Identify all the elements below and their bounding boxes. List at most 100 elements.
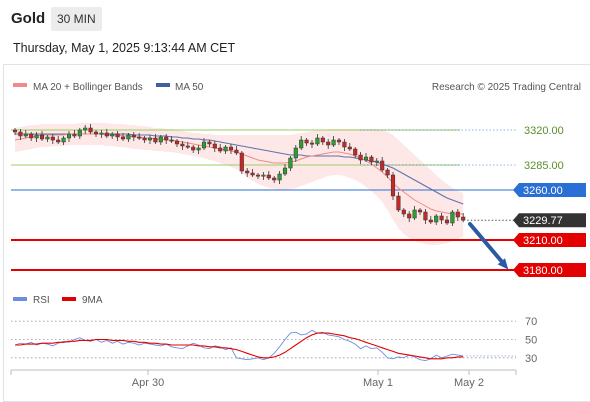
candles-layer <box>12 124 466 226</box>
candle <box>142 136 147 143</box>
top-bar: Gold 30 MIN <box>0 0 590 38</box>
rsi-panel: 70 50 30 <box>11 316 537 365</box>
candle <box>315 134 320 146</box>
candle <box>320 136 325 145</box>
candle <box>147 135 153 144</box>
candle <box>196 145 201 154</box>
attribution: Research © 2025 Trading Central <box>432 82 581 93</box>
level-labels-layer[interactable]: 3320.00 3285.00 3260.00 3229.77 3210.00 3180.… <box>513 125 586 277</box>
candle <box>299 136 304 150</box>
rsi-legend: RSI 9MA <box>13 295 103 306</box>
candle <box>390 172 396 200</box>
rsi-tick-50: 50 <box>525 335 537 347</box>
candle <box>326 139 331 149</box>
candle <box>380 157 385 172</box>
candle <box>309 140 315 148</box>
candle <box>29 132 34 141</box>
candle <box>99 130 104 138</box>
rsi-legend-label: RSI <box>33 295 50 306</box>
level-label-3229.77[interactable]: 3229.77 <box>513 213 586 228</box>
candle <box>18 129 23 140</box>
candle <box>185 142 190 149</box>
candle <box>34 132 39 142</box>
x-axis: Apr 30 May 1 May 2 <box>10 370 517 389</box>
forecast-arrow-shaft <box>468 222 505 265</box>
ma20-legend-label: MA 20 + Bollinger Bands <box>33 82 143 93</box>
candle <box>126 133 131 142</box>
candle <box>239 151 244 174</box>
candle <box>56 136 61 144</box>
candle <box>455 209 460 221</box>
candle <box>461 213 466 223</box>
candle <box>423 209 428 224</box>
ma20-legend-swatch <box>13 83 27 87</box>
candle <box>50 134 55 144</box>
candle <box>261 172 266 180</box>
candle <box>137 133 142 140</box>
candle <box>374 158 379 166</box>
candle <box>434 214 439 225</box>
level-label-3210.00[interactable]: 3210.00 <box>513 233 586 247</box>
main-legend: MA 20 + Bollinger Bands MA 50 <box>13 82 204 93</box>
candle <box>131 132 136 141</box>
candle <box>342 139 347 151</box>
candle <box>407 211 412 222</box>
candle <box>201 138 207 150</box>
candle <box>93 130 99 137</box>
x-tick-label: May 2 <box>454 377 484 389</box>
timestamp: Thursday, May 1, 2025 9:13:44 AM CET <box>13 41 236 55</box>
level-label-text: 3320.00 <box>524 125 564 137</box>
candle <box>164 134 169 144</box>
candle <box>66 131 72 142</box>
candle <box>272 176 277 183</box>
candle <box>45 135 50 142</box>
candle <box>363 153 369 162</box>
candle <box>396 192 401 212</box>
level-label-3320.00[interactable]: 3320.00 <box>524 125 564 137</box>
candle <box>439 213 444 224</box>
candle <box>336 138 342 145</box>
candle <box>385 168 390 178</box>
level-label-text: 3210.00 <box>523 235 563 247</box>
candle <box>39 131 45 141</box>
candle <box>174 139 180 147</box>
ma20-line <box>14 133 464 215</box>
rsi-ma-legend-swatch <box>62 297 76 301</box>
candle <box>110 132 115 139</box>
candle <box>282 164 288 176</box>
candle <box>153 134 158 144</box>
rsi-tick-70: 70 <box>525 316 537 328</box>
rsi-line <box>14 329 464 362</box>
chart-panel <box>3 64 590 402</box>
forecast-arrow-head <box>497 258 509 270</box>
timeframe-badge[interactable]: 30 MIN <box>51 7 102 31</box>
candle <box>115 131 120 141</box>
candle <box>277 171 282 184</box>
level-label-text: 3229.77 <box>523 215 563 227</box>
forecast-arrow-layer <box>468 222 509 270</box>
ma50-legend-swatch <box>156 83 170 87</box>
level-label-3260.00[interactable]: 3260.00 <box>513 183 586 197</box>
candle <box>104 129 109 138</box>
candle <box>180 141 185 150</box>
ma50-legend-label: MA 50 <box>175 82 204 93</box>
level-label-3285.00[interactable]: 3285.00 <box>524 160 564 172</box>
level-label-3180.00[interactable]: 3180.00 <box>513 263 586 277</box>
candle <box>347 143 352 151</box>
candle <box>444 216 450 225</box>
candle <box>191 145 196 153</box>
candle <box>417 208 423 215</box>
candle <box>77 128 82 139</box>
candle <box>412 206 417 220</box>
rsi-ma-legend-label: 9MA <box>82 295 103 306</box>
candle <box>72 130 77 138</box>
moving-average-layer <box>14 133 464 215</box>
candle <box>245 168 250 177</box>
x-tick-label: Apr 30 <box>132 377 164 389</box>
rsi-ma-line <box>15 332 464 360</box>
rsi-tick-30: 30 <box>525 353 537 365</box>
candle <box>223 145 228 154</box>
candle <box>158 135 163 145</box>
candle <box>12 128 18 135</box>
